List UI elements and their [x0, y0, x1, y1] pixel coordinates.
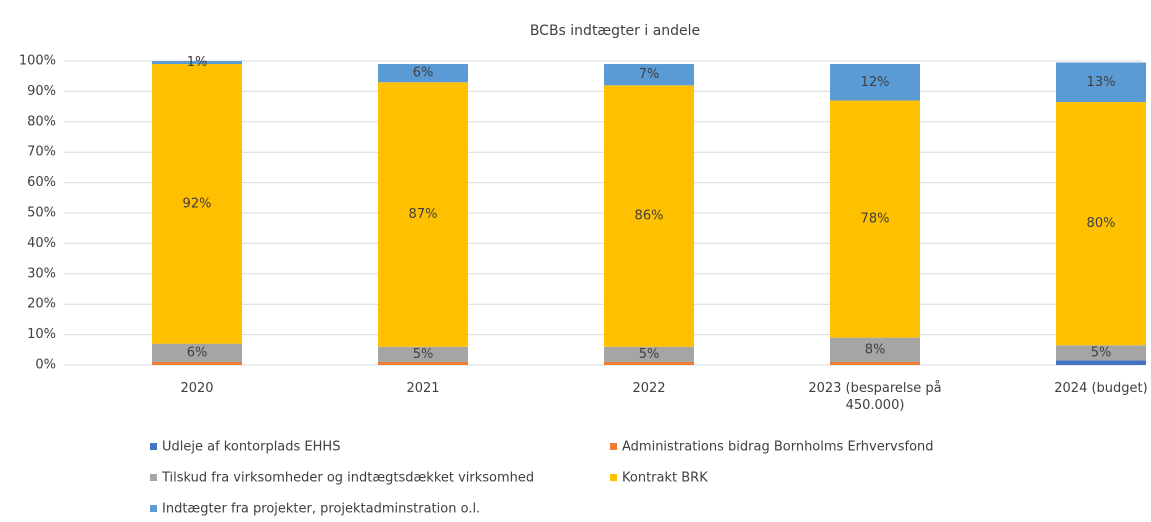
bar-segment: [378, 64, 468, 83]
data-label: 86%: [635, 209, 664, 224]
bar-segment: [152, 361, 242, 365]
y-tick-label: 30%: [27, 266, 56, 281]
data-label: 7%: [639, 67, 660, 82]
y-tick-label: 90%: [27, 84, 56, 99]
legend-swatch: [610, 443, 617, 450]
y-tick-label: 10%: [27, 327, 56, 342]
data-label: 87%: [409, 207, 438, 222]
x-tick-label: 2020: [180, 381, 214, 396]
y-tick-label: 50%: [27, 206, 56, 221]
legend-swatch: [610, 474, 617, 481]
y-tick-label: 60%: [27, 175, 56, 190]
data-label: 5%: [639, 347, 660, 362]
bar-segment: [152, 61, 242, 65]
bar-segment: [1056, 360, 1146, 365]
bar-segment: [1056, 62, 1146, 103]
data-label: 92%: [183, 196, 212, 211]
bar-segment: [604, 346, 694, 362]
y-tick-label: 100%: [19, 54, 56, 69]
data-label: 5%: [1091, 345, 1112, 360]
y-tick-label: 20%: [27, 297, 56, 312]
data-label: 80%: [1087, 216, 1116, 231]
bar-segment: [830, 64, 920, 101]
data-label: 13%: [1087, 75, 1116, 90]
bar-segment: [152, 343, 242, 362]
legend-label: Administrations bidrag Bornholms Erhverv…: [622, 440, 934, 455]
legend-label: Kontrakt BRK: [622, 471, 708, 486]
bar-segment: [378, 346, 468, 362]
data-label: 78%: [861, 212, 890, 227]
bar-segment: [830, 361, 920, 365]
x-tick-label: 2022: [632, 381, 666, 396]
y-tick-label: 70%: [27, 145, 56, 160]
data-label: 6%: [413, 66, 434, 81]
legend-swatch: [150, 505, 157, 512]
legend-swatch: [150, 474, 157, 481]
y-tick-label: 80%: [27, 114, 56, 129]
y-tick-label: 40%: [27, 236, 56, 251]
legend-label: Udleje af kontorplads EHHS: [162, 440, 340, 455]
bar-segment: [604, 64, 694, 86]
legend-swatch: [150, 443, 157, 450]
legend-label: Tilskud fra virksomheder og indtægtsdækk…: [161, 471, 534, 486]
x-tick-label: 2024 (budget): [1054, 381, 1148, 396]
data-label: 12%: [861, 75, 890, 90]
bar-segment: [378, 361, 468, 365]
bar-segment: [1056, 345, 1146, 361]
data-label: 1%: [187, 55, 208, 70]
data-label: 6%: [187, 345, 208, 360]
x-tick-label: 2023 (besparelse på 450.000): [808, 381, 942, 413]
data-label: 8%: [865, 342, 886, 357]
chart-title: BCBs indtægter i andele: [530, 23, 700, 39]
bar-segment: [378, 82, 468, 347]
legend-label: Indtægter fra projekter, projektadminstr…: [162, 502, 480, 517]
data-label: 5%: [413, 347, 434, 362]
bar-segment: [830, 337, 920, 362]
x-tick-label: 2021: [406, 381, 440, 396]
bar-segment: [1056, 102, 1146, 346]
bar-segment: [604, 361, 694, 365]
y-tick-label: 0%: [35, 358, 56, 373]
bar-segment: [604, 85, 694, 347]
bar-segment: [152, 64, 242, 344]
bar-segment: [830, 100, 920, 338]
